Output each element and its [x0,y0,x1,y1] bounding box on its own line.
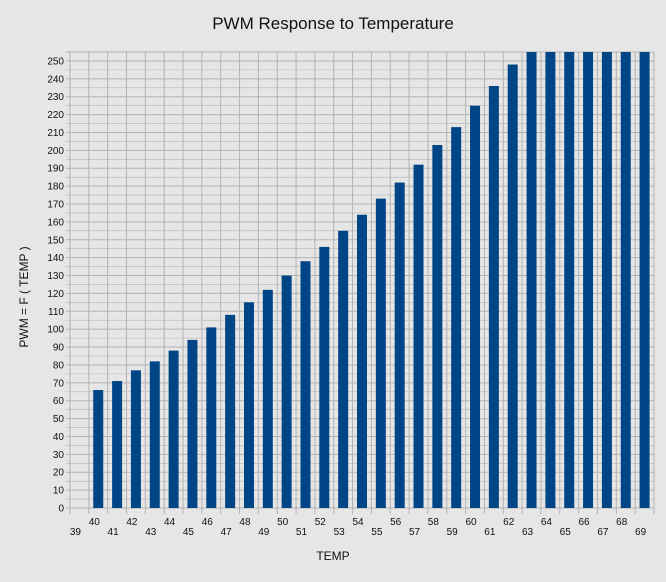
y-tick-label: 210 [47,128,64,139]
x-tick-label: 45 [183,527,195,538]
x-tick-label: 58 [428,517,440,528]
y-tick-label: 20 [53,468,65,479]
x-tick-label: 55 [371,527,383,538]
chart-title: PWM Response to Temperature [212,14,454,33]
y-tick-label: 40 [53,432,65,443]
bar [93,389,104,508]
y-tick-label: 240 [47,74,64,85]
x-tick-label: 53 [334,527,346,538]
x-tick-label: 44 [164,517,176,528]
y-tick-label: 190 [47,164,64,175]
bar [112,381,123,508]
bar [394,182,405,508]
y-tick-label: 200 [47,146,64,157]
bar [507,64,518,509]
x-tick-label: 54 [352,517,364,528]
bar [564,52,575,508]
y-tick-label: 30 [53,450,65,461]
x-tick-label: 52 [315,517,327,528]
x-axis-label: TEMP [316,549,350,563]
bar [262,289,273,508]
bar [413,164,424,509]
bar [639,52,650,508]
bar [225,314,236,508]
y-tick-label: 90 [53,343,65,354]
axis-layer: 0 10 20 30 40 50 60 70 80 90 100 110 120 130 140 150 160… [47,56,646,538]
bar [601,52,612,508]
x-tick-label: 63 [522,527,534,538]
x-tick-label: 43 [145,527,157,538]
y-tick-label: 140 [47,253,64,264]
bar [338,230,349,508]
bar [375,198,386,508]
bar [206,327,217,508]
y-tick-label: 160 [47,217,64,228]
x-tick-label: 51 [296,527,308,538]
bar [488,85,499,508]
x-tick-label: 48 [239,517,251,528]
x-tick-label: 41 [108,527,120,538]
x-tick-label: 62 [503,517,515,528]
y-tick-label: 60 [53,396,65,407]
x-tick-label: 64 [541,517,553,528]
y-tick-label: 180 [47,182,64,193]
x-tick-label: 59 [447,527,459,538]
bar [451,127,462,508]
x-tick-label: 40 [89,517,101,528]
y-tick-label: 0 [58,504,64,515]
bar [243,302,254,508]
bar [432,144,443,509]
y-tick-label: 150 [47,235,64,246]
bar [300,261,311,508]
bar [130,370,141,508]
x-tick-label: 50 [277,517,289,528]
x-tick-label: 46 [202,517,214,528]
bar [620,52,631,508]
y-tick-label: 110 [48,307,64,318]
bar [583,52,594,508]
y-tick-label: 70 [53,378,65,389]
bar [545,52,556,508]
x-tick-label: 65 [560,527,572,538]
y-tick-label: 80 [53,360,65,371]
bar [187,339,198,508]
x-tick-label: 42 [126,517,138,528]
x-tick-label: 39 [70,527,82,538]
bar [319,246,330,508]
y-tick-label: 250 [47,56,64,67]
bar [149,361,160,508]
x-tick-label: 61 [484,527,496,538]
x-tick-label: 60 [465,517,477,528]
x-tick-label: 69 [635,527,647,538]
x-tick-label: 56 [390,517,402,528]
x-tick-label: 49 [258,527,270,538]
y-tick-label: 100 [47,325,64,336]
y-tick-label: 230 [47,92,64,103]
bar [281,275,292,508]
bar [526,52,537,508]
bar [470,105,481,508]
bar [357,214,367,508]
y-tick-label: 170 [47,200,64,211]
bar-layer [93,52,650,509]
y-tick-label: 220 [47,110,64,121]
x-tick-label: 57 [409,527,421,538]
y-tick-label: 130 [47,271,64,282]
x-tick-label: 66 [579,517,591,528]
y-tick-label: 120 [47,289,64,300]
x-tick-label: 68 [616,517,628,528]
x-tick-label: 67 [597,527,609,538]
x-tick-label: 47 [221,527,233,538]
bar [168,350,179,508]
y-tick-label: 10 [53,486,65,497]
y-tick-label: 50 [53,414,65,425]
